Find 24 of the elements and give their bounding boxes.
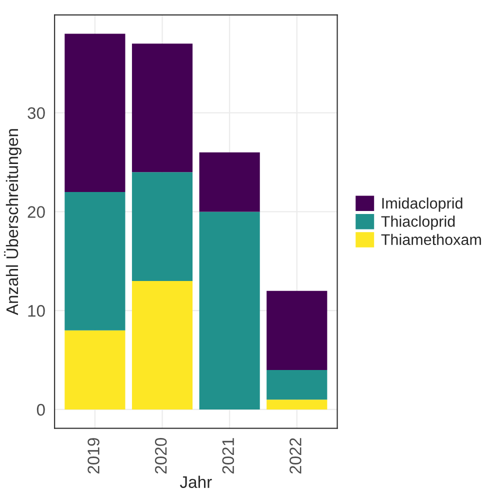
bar [199, 212, 260, 410]
x-tick-label: 2021 [222, 438, 234, 474]
bar [132, 44, 193, 172]
bar [266, 290, 328, 370]
x-axis-title: Jahr [180, 476, 212, 488]
y-tick-label: 20 [28, 206, 45, 218]
bar [64, 330, 126, 410]
y-tick-label: 30 [28, 107, 45, 120]
legend-label: Imidacloprid [382, 197, 462, 212]
x-tick-label: 2020 [154, 438, 167, 474]
y-tick-label: 10 [28, 305, 45, 317]
x-tick-label: 2019 [88, 438, 100, 474]
bar [199, 152, 260, 212]
bar [64, 34, 126, 192]
y-axis-title: Anzahl Überschreitungen [4, 129, 22, 316]
legend-label: Thiamethoxam [381, 234, 481, 246]
bar [132, 172, 193, 281]
y-tick-label: 0 [36, 404, 45, 416]
legend-label: Thiacloprid [381, 216, 455, 230]
bar [266, 370, 328, 400]
x-tick-label: 2022 [290, 438, 302, 474]
bar [64, 192, 126, 330]
bar [132, 280, 193, 410]
bar [266, 400, 328, 410]
